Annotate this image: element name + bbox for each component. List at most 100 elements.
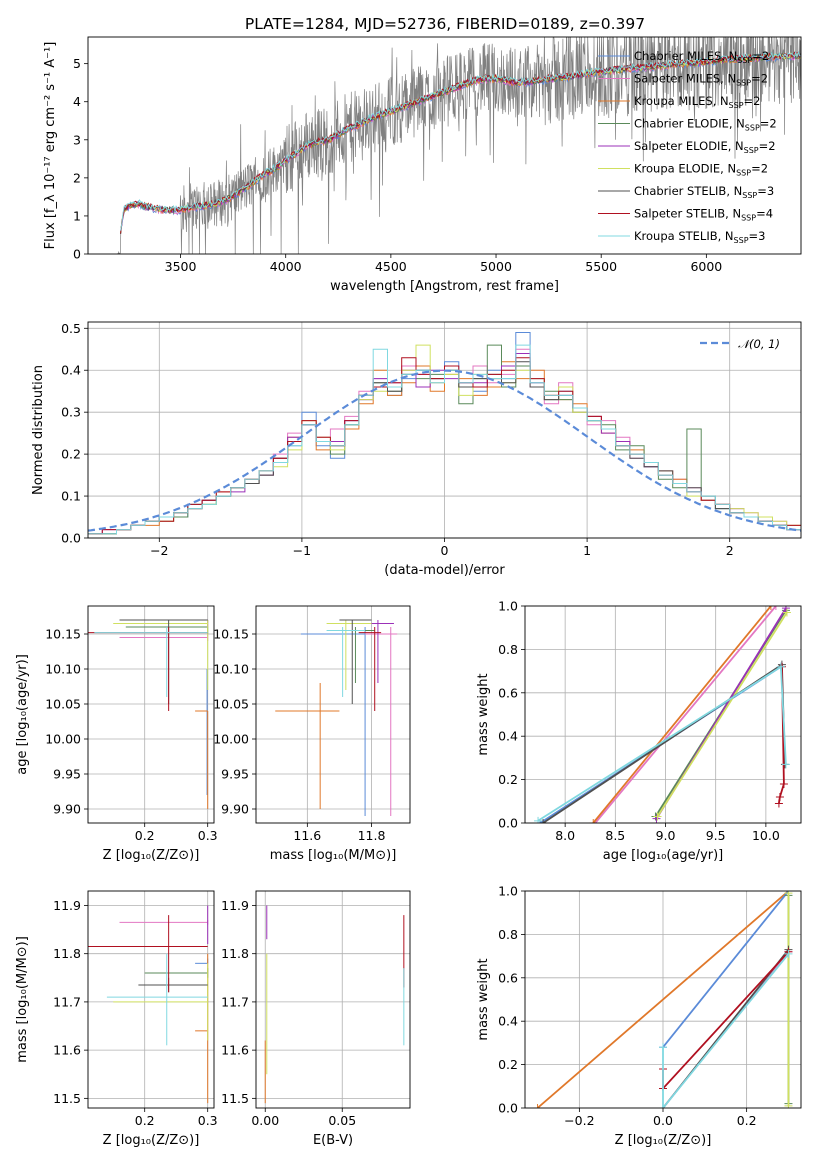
y-tick-label: 11.8 [53, 946, 81, 961]
figure-title: PLATE=1284, MJD=52736, FIBERID=0189, z=0… [245, 15, 645, 33]
y-tick-label: 1.0 [498, 599, 518, 614]
x-axis-label: wavelength [Angstrom, rest frame] [330, 279, 559, 294]
y-tick-label: 11.5 [221, 1091, 249, 1106]
x-tick-label: 0.05 [328, 1113, 356, 1128]
normal-curve-line [88, 369, 801, 532]
y-tick-label: 0.1 [61, 489, 81, 504]
weight-marker [659, 1043, 667, 1052]
y-tick-label: 0.4 [61, 363, 81, 378]
y-axis-label: age [log₁₀(age/yr)] [15, 654, 30, 775]
x-tick-label: 2 [726, 543, 734, 558]
legend-label: Salpeter STELIB, NSSP=4 [634, 207, 773, 223]
x-tick-label: 8.5 [605, 828, 625, 843]
plot-area-mass-weight-vs-age [534, 606, 791, 823]
plots-container: 3500 4000 4500 5000 5500 6000 0 1 2 3 4 5 wavelength… [15, 36, 802, 1148]
weight-marker [774, 799, 783, 808]
legend-label: Salpeter MILES, NSSP=2 [634, 72, 768, 88]
y-tick-label: 0.8 [498, 642, 518, 657]
legend-label: Kroupa ELODIE, NSSP=2 [634, 162, 768, 178]
y-tick-label: 1 [73, 208, 81, 223]
weight-marker [784, 1101, 793, 1108]
y-tick-label: 0.2 [498, 1057, 518, 1072]
plot-area-age-vs-mass [275, 619, 398, 816]
x-tick-label: −1 [293, 543, 311, 558]
x-tick-label: 8.0 [555, 828, 575, 843]
y-tick-label: 10.05 [213, 697, 249, 712]
x-tick-label: 9.0 [656, 828, 676, 843]
y-axis-label: Flux [f_λ 10⁻¹⁷ erg cm⁻² s⁻¹ A⁻¹] [43, 42, 58, 250]
y-axis-label: mass [log₁₀(M/M⊙)] [15, 936, 30, 1063]
x-tick-label: 0.2 [135, 1113, 155, 1128]
legend-label: Chabrier STELIB, NSSP=3 [634, 184, 774, 200]
x-tick-label: 11.6 [293, 828, 321, 843]
axes-mass-weight-vs-z: −0.2 0.0 0.2 0.0 0.2 0.4 0.6 0.8 1.0 Z [log₁₀(Z/Z… [476, 884, 802, 1148]
x-tick-label: 5500 [585, 259, 617, 274]
spectrum-legend: Chabrier MILES, NSSP=2 Salpeter MILES, NS… [598, 49, 777, 245]
x-tick-label: −0.2 [564, 1113, 594, 1128]
weight-line-kroupa-elodie [656, 612, 788, 817]
y-tick-label: 0.8 [498, 927, 518, 942]
x-tick-label: 0.00 [251, 1113, 279, 1128]
axes-frame [255, 890, 411, 1109]
weight-marker [539, 819, 548, 823]
weight-marker [784, 891, 793, 898]
y-tick-label: 11.5 [53, 1091, 81, 1106]
y-tick-label: 9.90 [53, 802, 81, 817]
axes-mass-vs-ebv: 0.00 0.05 11.5 11.6 11.7 11.8 11.9 E(B-V) [221, 890, 411, 1148]
x-axis-label: Z [log₁₀(Z/Z⊙)] [615, 1133, 712, 1148]
y-tick-label: 0.5 [61, 321, 81, 336]
y-tick-label: 10.15 [213, 627, 249, 642]
axes-spectrum: 3500 4000 4500 5000 5500 6000 0 1 2 3 4 5 wavelength… [43, 36, 802, 294]
y-tick-label: 3 [73, 132, 81, 147]
weight-marker [776, 662, 785, 671]
y-tick-label: 10.10 [213, 662, 249, 677]
axes-age-vs-z: 0.2 0.3 9.90 9.95 10.00 10.05 10.10 10.15 Z [log… [15, 605, 218, 863]
y-axis-label: Normed distribution [31, 365, 46, 495]
y-tick-label: 10.00 [213, 732, 249, 747]
axes-residual-histogram: −2 −1 0 1 2 0.0 0.1 0.2 0.3 0.4 0.5 (data-model)/er… [31, 321, 802, 578]
plot-area-mass-vs-ebv [264, 905, 405, 1104]
legend-label: Salpeter ELODIE, NSSP=2 [634, 139, 776, 155]
axes-frame [87, 890, 215, 1109]
axes-frame [87, 605, 215, 824]
x-axis-label: Z [log₁₀(Z/Z⊙)] [103, 848, 200, 863]
y-tick-label: 9.95 [221, 767, 249, 782]
y-tick-label: 1.0 [498, 884, 518, 899]
y-tick-label: 5 [73, 56, 81, 71]
y-tick-label: 10.15 [45, 627, 81, 642]
axes-mass-weight-vs-age: 8.0 8.5 9.0 9.5 10.0 0.0 0.2 0.4 0.6 0.8 1.0 age [l… [476, 599, 802, 863]
observed-spectrum-line [117, 37, 801, 254]
histogram-legend: 𝒩(0, 1) [700, 337, 780, 351]
legend-label: Kroupa STELIB, NSSP=3 [634, 229, 765, 245]
weight-marker [779, 779, 788, 788]
y-tick-label: 11.9 [221, 898, 249, 913]
weight-marker [653, 812, 662, 821]
legend-label: 𝒩(0, 1) [738, 337, 780, 351]
x-tick-label: 6000 [690, 259, 722, 274]
x-tick-label: 3500 [165, 259, 197, 274]
legend-label: Chabrier MILES, NSSP=2 [634, 49, 769, 65]
x-tick-label: 4000 [270, 259, 302, 274]
weight-line-kroupa-miles [536, 891, 790, 1108]
weight-line-salpeter-miles [594, 606, 777, 823]
weight-marker [775, 792, 784, 801]
y-tick-label: 0.4 [498, 729, 518, 744]
y-tick-label: 11.7 [53, 994, 81, 1009]
weight-marker [659, 1104, 667, 1108]
y-tick-label: 10.10 [45, 662, 81, 677]
x-tick-label: 0.3 [198, 828, 218, 843]
weight-marker [766, 606, 775, 610]
x-axis-label: Z [log₁₀(Z/Z⊙)] [103, 1133, 200, 1148]
y-tick-label: 11.7 [221, 994, 249, 1009]
y-tick-label: 11.6 [53, 1043, 81, 1058]
plot-area-residual-histogram [88, 332, 801, 538]
x-axis-label: (data-model)/error [384, 563, 505, 578]
y-tick-label: 9.90 [221, 802, 249, 817]
y-tick-label: 0.0 [498, 1101, 518, 1116]
y-tick-label: 2 [73, 170, 81, 185]
y-tick-label: 4 [73, 94, 81, 109]
x-tick-label: 0.3 [198, 1113, 218, 1128]
y-tick-label: 11.8 [221, 946, 249, 961]
plot-area-mass-weight-vs-z [533, 891, 793, 1108]
